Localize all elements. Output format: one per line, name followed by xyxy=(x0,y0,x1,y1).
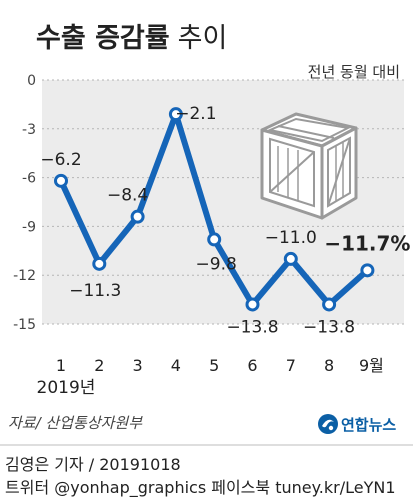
chart-title-bold: 수출 증감률 xyxy=(36,23,170,54)
x-tick-label: 1 xyxy=(56,356,66,375)
x-tick-label: 6 xyxy=(247,356,257,375)
credit-line-2: 트위터 @yonhap_graphics 페이스북 tuney.kr/LeYN1 xyxy=(5,478,396,498)
data-label: −13.8 xyxy=(303,317,355,337)
data-label: −11.0 xyxy=(265,228,317,248)
x-tick-label: 3 xyxy=(133,356,143,375)
x-tick-label: 8 xyxy=(324,356,334,375)
data-label: −11.7% xyxy=(324,231,410,255)
data-point xyxy=(168,107,183,122)
y-tick-label: 0 xyxy=(27,73,36,89)
chart-title-light: 추이 xyxy=(178,23,228,54)
x-tick-label: 7 xyxy=(286,356,296,375)
x-tick-label: 5 xyxy=(209,356,219,375)
credit-line-1: 김영은 기자 / 20191018 xyxy=(5,455,181,474)
data-point xyxy=(92,256,107,271)
data-label: −8.4 xyxy=(107,186,148,206)
y-tick-label: -9 xyxy=(22,219,36,235)
yonhap-logo-icon xyxy=(318,414,338,434)
data-label: −13.8 xyxy=(226,317,278,337)
x-tick-label: 4 xyxy=(171,356,181,375)
x-axis-year-label: 2019년 xyxy=(37,378,96,398)
data-label: −2.1 xyxy=(175,104,216,124)
chart-subtitle: 전년 동월 대비 xyxy=(308,63,400,81)
data-point xyxy=(207,232,222,247)
logo-text: 연합뉴스 xyxy=(341,416,396,434)
data-point xyxy=(360,263,375,278)
x-axis-ticks: 1 2 3 4 5 6 7 8 9월 xyxy=(56,356,384,375)
x-tick-label: 9월 xyxy=(359,356,384,375)
data-label: −9.8 xyxy=(196,254,237,274)
chart-title: 수출 증감률 추이 xyxy=(36,23,227,54)
data-label-group: −6.2 −11.3 −8.4 −2.1 −9.8 −13.8 −11.0 −13.8 −11.… xyxy=(40,104,410,337)
data-point xyxy=(283,251,298,266)
data-label: −6.2 xyxy=(40,150,81,170)
data-point xyxy=(130,209,145,224)
x-tick-label: 2 xyxy=(94,356,104,375)
y-tick-label: -3 xyxy=(22,122,36,138)
data-point xyxy=(322,297,337,312)
shipping-crate-icon xyxy=(260,112,358,220)
y-axis-ticks: 0 -3 -6 -9 -12 -15 xyxy=(13,73,36,333)
grid-lines xyxy=(42,79,404,325)
series-line-group xyxy=(54,107,375,312)
y-tick-label: -12 xyxy=(13,268,36,284)
y-tick-label: -6 xyxy=(22,171,36,187)
y-tick-label: -15 xyxy=(13,317,36,333)
data-point xyxy=(245,297,260,312)
data-label: −11.3 xyxy=(69,281,121,301)
data-point xyxy=(54,173,68,188)
source-note: 자료/ 산업통상자원부 xyxy=(8,414,143,432)
